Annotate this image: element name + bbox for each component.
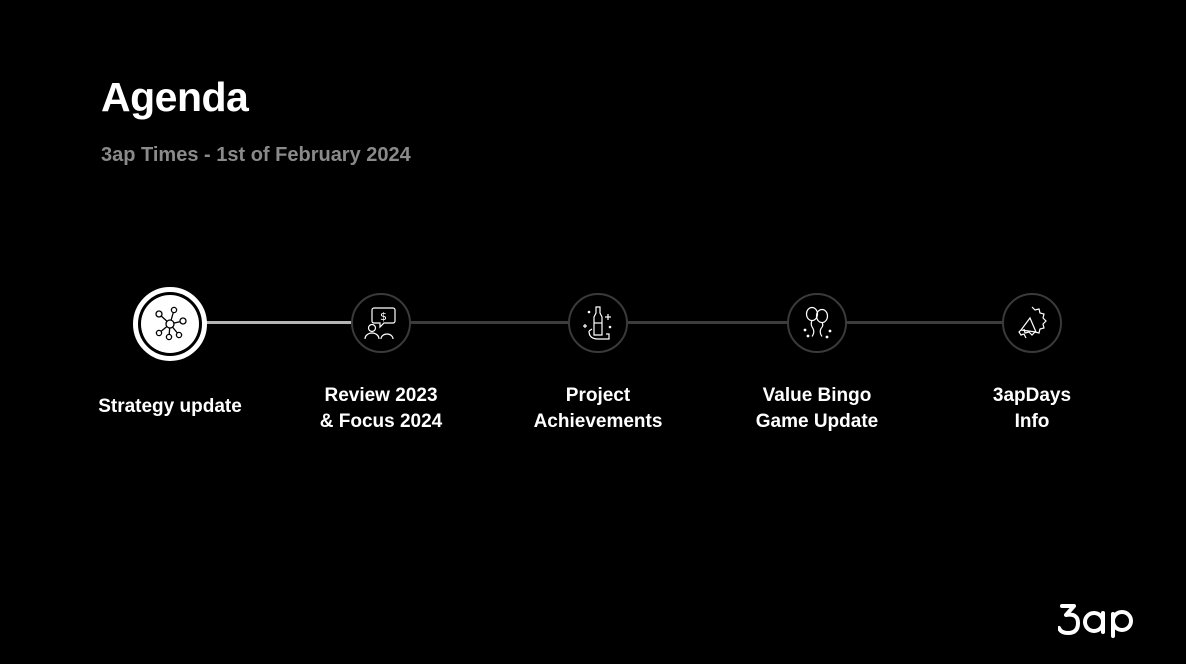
- brand-logo: [1057, 598, 1138, 638]
- timeline-track: [352, 321, 1032, 324]
- svg-text:$: $: [380, 310, 387, 323]
- agenda-step-label: Strategy update: [98, 396, 242, 417]
- agenda-step-marker: [1002, 293, 1062, 353]
- celebration-bottle-icon: [583, 306, 612, 340]
- balloons-icon: [803, 306, 832, 339]
- agenda-step-marker: $: [351, 293, 411, 353]
- agenda-step-review[interactable]: $ Review 2023 & Focus 2024: [261, 287, 501, 435]
- speech-dollar-icon: $: [364, 307, 396, 340]
- agenda-step-label: Review 2023 & Focus 2024: [319, 385, 443, 432]
- agenda-step-marker: [133, 287, 207, 361]
- agenda-step-label: Value Bingo Game Update: [755, 385, 879, 432]
- page-title: Agenda: [101, 74, 249, 120]
- agenda-step-projects[interactable]: Project Achievements: [478, 287, 718, 435]
- agenda-step-label: 3apDays Info: [992, 385, 1072, 432]
- agenda-step-marker: [787, 293, 847, 353]
- agenda-step-marker: [568, 293, 628, 353]
- agenda-step-strategy[interactable]: Strategy update: [50, 287, 290, 420]
- agenda-step-label: Project Achievements: [533, 385, 663, 432]
- agenda-step-3apdays[interactable]: 3apDays Info: [912, 287, 1152, 435]
- agenda-step-bingo[interactable]: Value Bingo Game Update: [697, 287, 937, 435]
- network-icon: [155, 306, 187, 341]
- timeline-track-progress: [206, 321, 352, 324]
- page-subtitle: 3ap Times - 1st of February 2024: [101, 144, 411, 166]
- megaphone-icon: [1018, 306, 1047, 339]
